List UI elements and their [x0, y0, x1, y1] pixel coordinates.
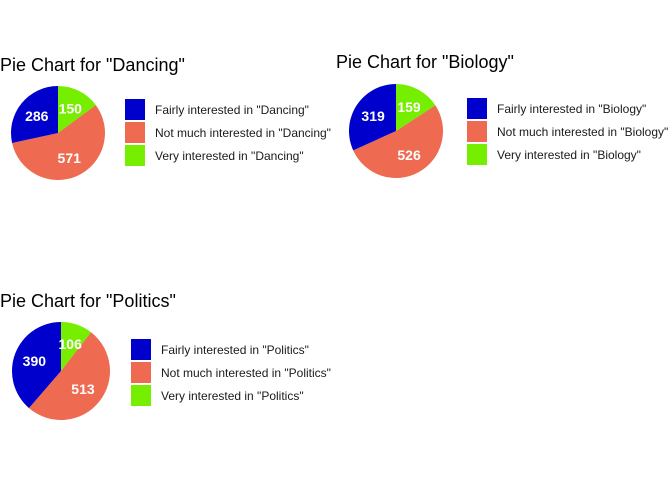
pie-slice-very — [61, 322, 92, 371]
legend-label: Not much interested in "Biology" — [497, 125, 669, 139]
legend-label: Very interested in "Biology" — [497, 148, 641, 162]
legend-label: Very interested in "Dancing" — [155, 149, 304, 163]
pie-slice-value-label: 513 — [71, 381, 95, 397]
pie-slice-value-label: 159 — [397, 99, 421, 115]
pie-slice-value-label: 319 — [361, 108, 385, 124]
legend-swatch-very — [131, 385, 151, 406]
chart-title: Pie Chart for "Dancing" — [0, 55, 185, 75]
legend-label: Fairly interested in "Biology" — [497, 102, 647, 116]
legend-label: Very interested in "Politics" — [161, 389, 304, 403]
pie-slice-value-label: 571 — [58, 150, 82, 166]
pie-slice-fairly — [10, 86, 58, 143]
legend-label: Not much interested in "Dancing" — [155, 126, 331, 140]
pie-slice-value-label: 526 — [397, 147, 421, 163]
legend-swatch-fairly — [131, 339, 151, 360]
chart-title: Pie Chart for "Politics" — [0, 291, 176, 311]
legend-swatch-not-much — [125, 122, 145, 143]
legend-label: Not much interested in "Politics" — [161, 366, 331, 380]
pie-slice-fairly — [348, 84, 396, 151]
legend-swatch-not-much — [131, 362, 151, 383]
pie-slice-value-label: 106 — [59, 336, 83, 352]
pie-slice-not-much — [12, 105, 106, 180]
chart-title: Pie Chart for "Biology" — [336, 52, 514, 72]
pie-slice-value-label: 286 — [25, 108, 49, 124]
pie-slice-fairly — [11, 322, 62, 409]
pie-slice-value-label: 390 — [23, 353, 47, 369]
pie-slice-not-much — [28, 332, 111, 421]
legend-label: Fairly interested in "Politics" — [161, 343, 309, 357]
legend-label: Fairly interested in "Dancing" — [155, 103, 309, 117]
legend-swatch-not-much — [467, 121, 487, 142]
pie-slice-not-much — [353, 105, 443, 178]
legend-swatch-very — [467, 144, 487, 165]
legend-swatch-fairly — [467, 98, 487, 119]
pie-slice-very — [58, 86, 96, 133]
legend-swatch-very — [125, 145, 145, 166]
legend-swatch-fairly — [125, 99, 145, 120]
pie-slice-very — [396, 84, 436, 131]
pie-slice-value-label: 150 — [59, 101, 83, 117]
